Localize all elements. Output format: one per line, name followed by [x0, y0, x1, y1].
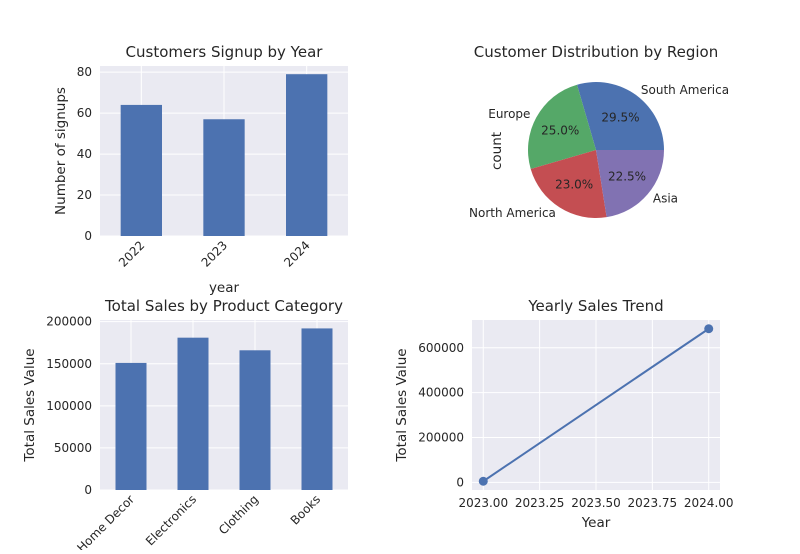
x-tick-label: Electronics: [143, 492, 199, 548]
y-tick-label: 100000: [46, 399, 92, 413]
signup-chart-xlabel: year: [209, 280, 240, 296]
region-chart-title: Customer Distribution by Region: [474, 43, 718, 61]
bar-2022: [120, 104, 162, 236]
category-chart-title: Total Sales by Product Category: [104, 297, 343, 315]
signup-chart-ylabel: Number of signups: [53, 87, 69, 215]
bar-2023: [203, 119, 245, 236]
x-tick-label: 2023.75: [628, 496, 678, 510]
x-tick-label: Books: [288, 492, 323, 527]
sales-trend-line: [482, 327, 710, 483]
data-point-2023: [478, 476, 488, 486]
x-tick-label: 2024: [281, 238, 312, 269]
pie-slice-north-america: [530, 150, 607, 219]
pie-percent-label: 25.0%: [541, 123, 579, 137]
y-tick-label: 400000: [418, 386, 464, 400]
y-tick-label: 50000: [54, 441, 92, 455]
category-sales-bar-chart: Total Sales by Product Category Total Sa…: [22, 297, 348, 554]
x-tick-label: 2023.50: [571, 496, 621, 510]
y-tick-label: 20: [77, 188, 92, 202]
x-tick-label: 2024.00: [684, 496, 734, 510]
y-tick-label: 200000: [46, 315, 92, 329]
pie-slice-asia: [596, 150, 664, 218]
x-tick-label: Home Decor: [74, 492, 137, 550]
pie-slice-south-america: [577, 82, 664, 150]
bar-electronics: [177, 337, 209, 490]
region-pie-chart: Customer Distribution by Region count 29…: [469, 43, 729, 220]
signup-chart-title: Customers Signup by Year: [126, 43, 324, 61]
pie-category-label: South America: [641, 83, 729, 97]
x-tick-label: 2022: [116, 238, 147, 269]
pie-category-label: North America: [469, 206, 556, 220]
y-tick-label: 150000: [46, 357, 92, 371]
trend-chart-ylabel: Total Sales Value: [394, 348, 410, 462]
trend-chart-title: Yearly Sales Trend: [527, 297, 663, 315]
y-tick-label: 80: [77, 65, 92, 79]
trend-chart-xlabel: Year: [581, 515, 611, 531]
y-tick-label: 0: [456, 475, 464, 489]
pie-category-label: Asia: [653, 192, 678, 206]
y-tick-label: 600000: [418, 341, 464, 355]
data-point-2024: [704, 324, 714, 334]
bar-books: [301, 328, 333, 490]
y-tick-label: 200000: [418, 431, 464, 445]
x-tick-label: Clothing: [216, 492, 261, 537]
x-tick-label: 2023: [199, 238, 230, 269]
yearly-sales-line-chart: Yearly Sales Trend Year Total Sales Valu…: [394, 297, 734, 531]
y-tick-label: 0: [84, 229, 92, 243]
category-chart-ylabel: Total Sales Value: [22, 348, 38, 462]
region-chart-ylabel: count: [489, 132, 505, 170]
bar-2024: [286, 74, 328, 236]
pie-percent-label: 29.5%: [601, 110, 639, 124]
pie-category-label: Europe: [488, 107, 530, 121]
x-tick-label: 2023.25: [515, 496, 565, 510]
pie-slice-europe: [528, 84, 596, 169]
bar-clothing: [239, 350, 271, 490]
pie-percent-label: 22.5%: [608, 169, 646, 183]
y-tick-label: 40: [77, 147, 92, 161]
y-tick-label: 60: [77, 106, 92, 120]
bar-home-decor: [115, 362, 147, 490]
pie-percent-label: 23.0%: [555, 177, 593, 191]
y-tick-label: 0: [84, 483, 92, 497]
signup-bar-chart: Customers Signup by Year year Number of …: [53, 43, 348, 296]
x-tick-label: 2023.00: [458, 496, 508, 510]
